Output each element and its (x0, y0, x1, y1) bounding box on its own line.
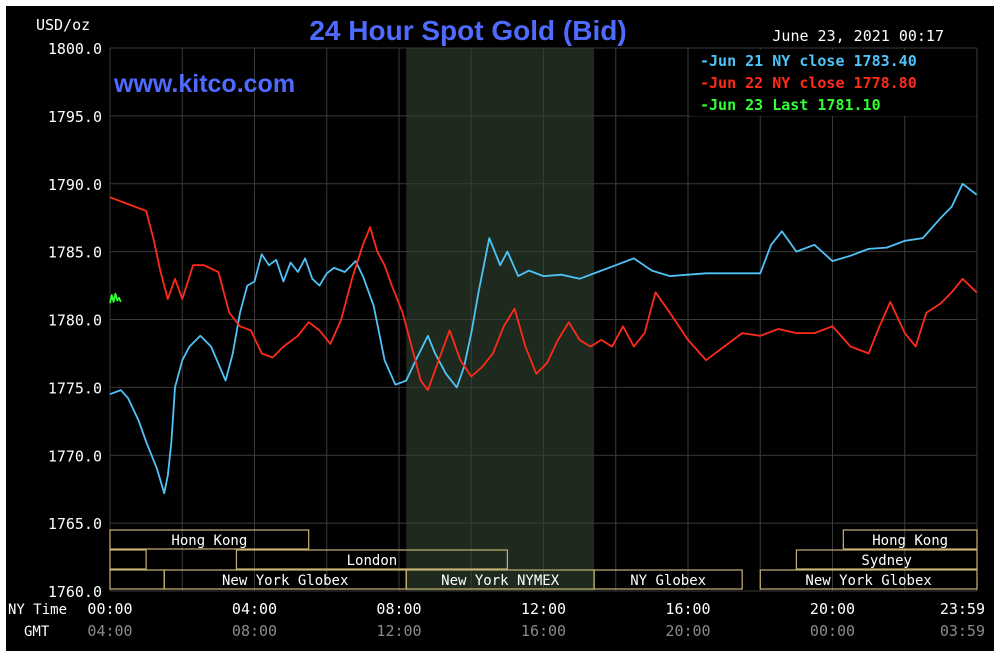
session-label: Hong Kong (872, 533, 948, 549)
axes: 1760.0 1765.0 1770.0 1775.0 1780.0 1785.0 1790… (48, 40, 985, 640)
x-tick-label-gmt: 20:00 (665, 622, 710, 640)
x-tick-label-gmt: 16:00 (521, 622, 566, 640)
series-line (109, 182, 978, 495)
y-tick-label: 1775.0 (48, 379, 102, 397)
session-box (109, 549, 147, 570)
legend-entry: -Jun 23 Last 1781.10 (700, 96, 881, 114)
session-label: London (347, 553, 398, 569)
legend: -Jun 21 NY close 1783.40 -Jun 22 NY close… (690, 50, 976, 116)
legend-items: -Jun 21 NY close 1783.40 -Jun 22 NY close… (700, 52, 917, 114)
y-tick-label: 1800.0 (48, 40, 102, 58)
x-tick-label-gmt: 04:00 (87, 622, 132, 640)
session-label: New York Globex (222, 573, 348, 589)
series-line (109, 292, 122, 304)
session-box (842, 529, 978, 550)
kitco-watermark: www.kitco.com (113, 70, 295, 98)
market-sessions: Hong Kong London New York Globex New York N… (109, 529, 978, 590)
x-tick-label-ny: 12:00 (521, 600, 566, 618)
session-box (759, 569, 978, 590)
session-label: Sydney (861, 553, 912, 569)
chart-title: 24 Hour Spot Gold (Bid) (309, 15, 626, 46)
x-tick-label-gmt: 03:59 (940, 622, 985, 640)
session-box (795, 549, 978, 570)
ny-time-row-label: NY Time (8, 602, 67, 618)
timestamp: June 23, 2021 00:17 (772, 27, 944, 45)
legend-entry: -Jun 22 NY close 1778.80 (700, 74, 917, 92)
y-tick-label: 1795.0 (48, 108, 102, 126)
x-tick-label-ny: 23:59 (940, 600, 985, 618)
y-tick-label: 1770.0 (48, 447, 102, 465)
x-tick-label-ny: 00:00 (87, 600, 132, 618)
y-tick-label: 1780.0 (48, 312, 102, 330)
gmt-row-label: GMT (24, 624, 50, 640)
session-box (235, 549, 508, 570)
price-series (109, 182, 978, 495)
x-tick-label-ny: 04:00 (232, 600, 277, 618)
y-tick-label: 1765.0 (48, 515, 102, 533)
x-tick-label-gmt: 08:00 (232, 622, 277, 640)
session-label: New York NYMEX (441, 573, 560, 589)
grid-lines (109, 47, 978, 592)
session-label: New York Globex (805, 573, 931, 589)
x-tick-label-gmt: 12:00 (376, 622, 421, 640)
y-axis-unit-label: USD/oz (36, 16, 90, 34)
session-box (593, 569, 743, 590)
x-tick-label-ny: 20:00 (810, 600, 855, 618)
legend-entry: -Jun 21 NY close 1783.40 (700, 52, 917, 70)
series-line (109, 196, 978, 392)
legend-box (690, 50, 976, 116)
x-tick-label-ny: 08:00 (376, 600, 421, 618)
y-tick-label: 1760.0 (48, 583, 102, 601)
y-tick-label: 1790.0 (48, 176, 102, 194)
y-tick-label: 1785.0 (48, 244, 102, 262)
session-label: Hong Kong (171, 533, 247, 549)
x-tick-label-ny: 16:00 (665, 600, 710, 618)
session-box (109, 529, 310, 550)
x-tick-label-gmt: 00:00 (810, 622, 855, 640)
session-label: NY Globex (630, 573, 706, 589)
